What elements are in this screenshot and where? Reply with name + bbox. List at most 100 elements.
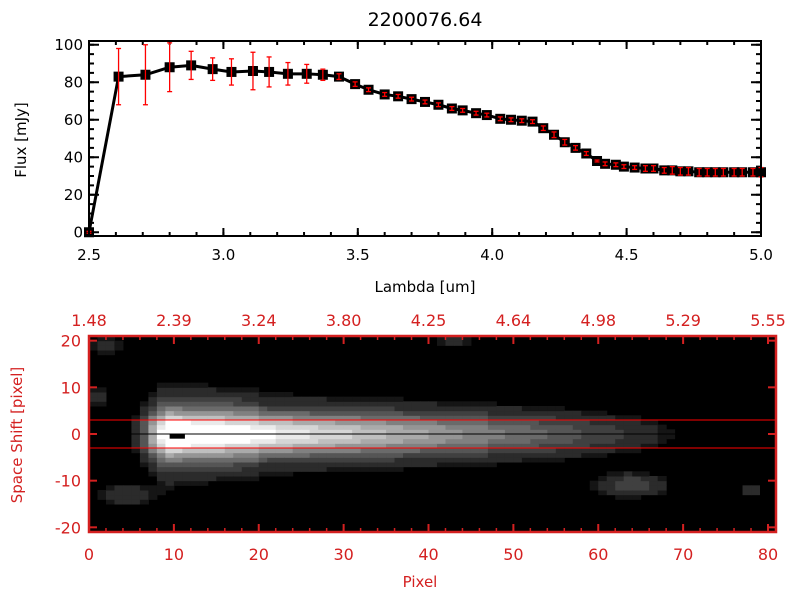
heatmap-cell <box>581 452 591 458</box>
heatmap-cell <box>589 443 599 449</box>
heatmap-cell <box>555 448 565 454</box>
heatmap-cell <box>394 466 404 472</box>
heatmap-cell <box>369 434 379 440</box>
heatmap-cell <box>487 415 497 421</box>
heatmap-cell <box>250 410 260 416</box>
heatmap-cell <box>190 401 200 407</box>
heatmap-cell <box>530 420 540 426</box>
heatmap-cell <box>649 485 659 491</box>
heatmap-cell <box>156 382 166 388</box>
heatmap-cell <box>369 410 379 416</box>
heatmap-cell <box>640 420 650 426</box>
heatmap-cell <box>207 466 217 472</box>
heatmap-cell <box>632 480 642 486</box>
heatmap-cell <box>513 424 523 430</box>
heatmap-cell <box>394 457 404 463</box>
heatmap-cell <box>89 396 98 402</box>
heatmap-cell <box>360 457 370 463</box>
heatmap-cell <box>301 401 311 407</box>
heatmap-cell <box>572 410 582 416</box>
heatmap-cell <box>148 471 158 477</box>
heatmap-cell <box>131 499 141 505</box>
heatmap-cell <box>589 420 599 426</box>
heatmap-cell <box>428 443 438 449</box>
heatmap-cell <box>97 350 107 356</box>
heatmap-cell <box>199 387 209 393</box>
heatmap-cell <box>487 452 497 458</box>
heatmap-cell <box>445 452 455 458</box>
heatmap-cell <box>623 476 633 482</box>
heatmap-cell <box>420 462 429 468</box>
error-bar <box>731 167 737 177</box>
heatmap-cell <box>386 434 396 440</box>
heatmap-cell <box>386 457 396 463</box>
heatmap-cell <box>352 434 362 440</box>
heatmap-cell <box>224 466 234 472</box>
heatmap-cell <box>589 485 599 491</box>
heatmap-cell <box>369 420 379 426</box>
heatmap-cell <box>623 485 633 491</box>
heatmap-cell <box>224 457 234 463</box>
heatmap-cell <box>309 429 319 435</box>
heatmap-cell <box>377 438 387 444</box>
heatmap-cell <box>148 434 158 440</box>
heatmap-cell <box>538 410 548 416</box>
heatmap-cell <box>309 466 319 472</box>
heatmap-cell <box>318 462 328 468</box>
heatmap-cell <box>564 420 574 426</box>
heatmap-cell <box>190 406 200 412</box>
heatmap-cell <box>156 452 166 458</box>
heatmap-cell <box>182 457 192 463</box>
heatmap-cell <box>386 448 396 454</box>
heatmap-cell <box>564 438 574 444</box>
heatmap-cell <box>343 429 353 435</box>
heatmap-cell <box>436 340 446 346</box>
heatmap-cell <box>173 462 183 468</box>
heatmap-cell <box>97 336 107 342</box>
heatmap-cell <box>284 429 294 435</box>
heatmap-cell <box>487 457 497 463</box>
heatmap-cell <box>326 429 336 435</box>
heatmap-cell <box>479 429 489 435</box>
heatmap-cell <box>165 406 175 412</box>
heatmap-cell <box>267 406 277 412</box>
y-tick-label: 80 <box>64 73 83 91</box>
heatmap-cell <box>267 462 277 468</box>
error-bar <box>661 166 667 174</box>
heatmap-cell <box>156 476 166 482</box>
heatmap-cell <box>352 410 362 416</box>
heatmap-cell <box>318 415 328 421</box>
heatmap-cell <box>470 443 480 449</box>
heatmap-cell <box>479 406 489 412</box>
heatmap-cell <box>182 462 192 468</box>
heatmap-cell <box>182 438 192 444</box>
heatmap-cell <box>114 340 124 346</box>
heatmap-cell <box>615 443 625 449</box>
heatmap-cell <box>301 396 311 402</box>
heatmap-cell <box>199 438 209 444</box>
heatmap-cell <box>436 420 446 426</box>
heatmap-cell <box>199 434 209 440</box>
heatmap-cell <box>122 494 132 500</box>
heatmap-cell <box>428 406 438 412</box>
heatmap-cell <box>411 420 421 426</box>
heatmap-cell <box>173 466 183 472</box>
heatmap-cell <box>343 415 353 421</box>
heatmap-cell <box>445 401 455 407</box>
heatmap-cell <box>284 424 294 430</box>
heatmap-cell <box>97 396 107 402</box>
heatmap-cell <box>487 406 497 412</box>
heatmap-cell <box>453 410 463 416</box>
heatmap-cell <box>632 420 642 426</box>
heatmap-cell <box>470 438 480 444</box>
heatmap-cell <box>521 457 531 463</box>
heatmap-cell <box>403 415 413 421</box>
error-bar <box>650 165 656 172</box>
heatmap-cell <box>207 452 217 458</box>
heatmap-cell <box>207 415 217 421</box>
heatmap-cell <box>547 434 557 440</box>
heatmap-cell <box>411 434 421 440</box>
heatmap-cell <box>275 396 285 402</box>
heatmap-cell <box>377 410 387 416</box>
heatmap-cell <box>598 424 608 430</box>
